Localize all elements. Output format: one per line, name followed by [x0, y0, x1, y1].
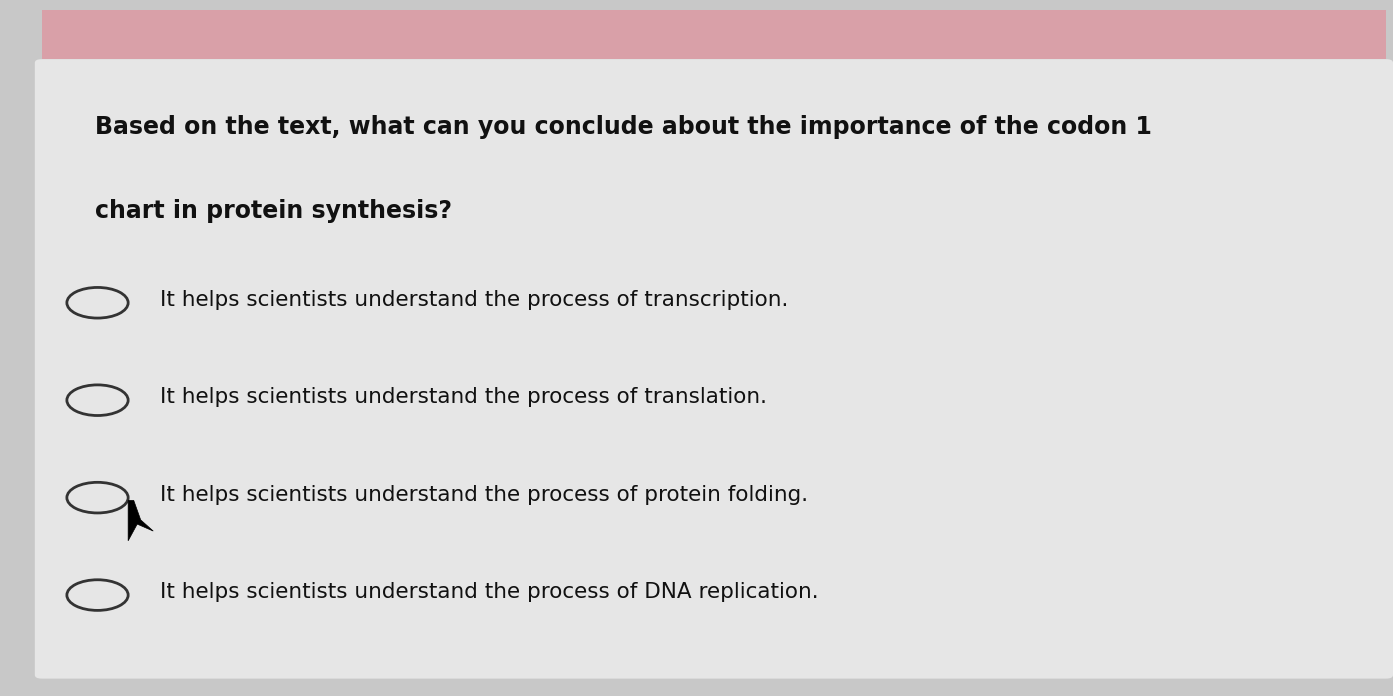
- Text: chart in protein synthesis?: chart in protein synthesis?: [95, 199, 451, 223]
- Text: It helps scientists understand the process of transcription.: It helps scientists understand the proce…: [160, 290, 788, 310]
- Text: It helps scientists understand the process of DNA replication.: It helps scientists understand the proce…: [160, 582, 819, 602]
- Polygon shape: [128, 500, 153, 541]
- FancyBboxPatch shape: [35, 59, 1393, 679]
- Text: It helps scientists understand the process of protein folding.: It helps scientists understand the proce…: [160, 484, 808, 505]
- Text: It helps scientists understand the process of translation.: It helps scientists understand the proce…: [160, 387, 768, 407]
- Text: Based on the text, what can you conclude about the importance of the codon 1: Based on the text, what can you conclude…: [95, 116, 1152, 139]
- FancyBboxPatch shape: [42, 10, 1386, 59]
